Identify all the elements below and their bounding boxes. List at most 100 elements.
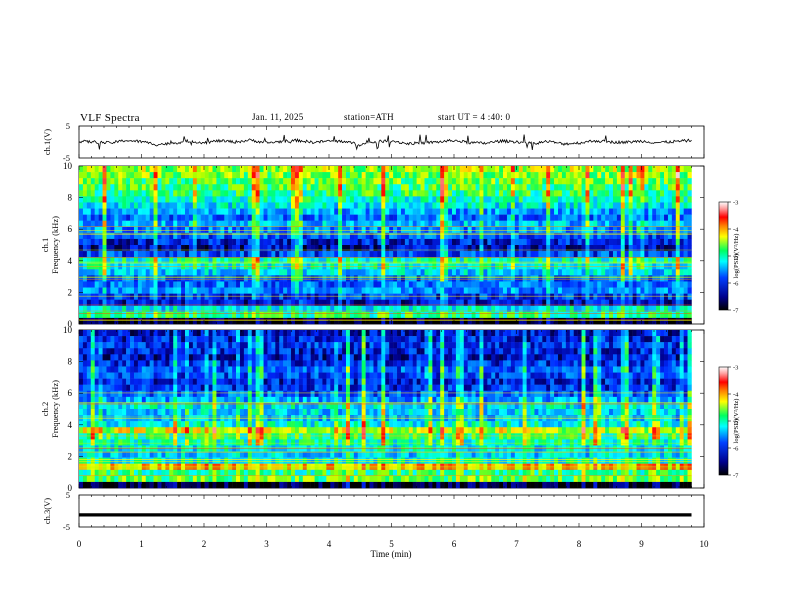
ch1-spectrogram-cell xyxy=(573,257,578,264)
ch1-spectrogram-cell xyxy=(259,311,264,319)
ch2-spectrogram-cell xyxy=(185,354,190,361)
ch1-spectrogram-cell xyxy=(216,166,221,173)
ch1-spectrogram-cell xyxy=(518,196,523,203)
ch1-spectrogram-cell xyxy=(149,178,154,185)
ch1-spectrogram-cell xyxy=(306,305,311,313)
ch1-spectrogram-cell xyxy=(122,311,127,319)
ch1-spectrogram-cell xyxy=(597,269,602,276)
ch1-spectrogram-cell xyxy=(518,190,523,197)
ch1-spectrogram-cell xyxy=(416,299,421,307)
ch1-spectrogram-cell xyxy=(550,251,555,258)
ch1-spectrogram-cell xyxy=(503,208,508,215)
ch1-spectrogram-cell xyxy=(287,257,292,264)
ch1-spectrogram-cell xyxy=(444,311,449,319)
ch1-spectrogram-cell xyxy=(440,299,445,307)
ch1-spectrogram-cell xyxy=(220,317,225,325)
ch2-spectrogram-cell xyxy=(177,336,182,343)
ch1-spectrogram-cell xyxy=(318,238,323,246)
ch2-spectrogram-cell xyxy=(133,481,139,489)
ch1-spectrogram-cell xyxy=(161,299,166,307)
ch1-spectrogram-cell xyxy=(381,166,386,173)
ch1-spectrogram-cell xyxy=(267,166,272,173)
ch1-spectrogram-cell xyxy=(357,275,362,282)
ch2-spectrogram-cell xyxy=(149,421,154,428)
ch1-spectrogram-cell xyxy=(452,293,457,300)
ch1-spectrogram-cell xyxy=(530,190,535,197)
ch1-spectrogram-cell xyxy=(98,214,103,221)
ch1-spectrogram-cell xyxy=(601,281,606,288)
ch2-spectrogram-cell xyxy=(90,390,95,398)
ch1-spectrogram-cell xyxy=(471,184,476,191)
ch1-spectrogram-cell xyxy=(518,226,523,234)
ch1-spectrogram-cell xyxy=(412,275,417,282)
ch1-spectrogram-cell xyxy=(436,287,441,294)
ch1-spectrogram-cell xyxy=(589,251,594,258)
ch1-spectrogram-cell xyxy=(424,281,429,288)
ch1-spectrogram-cell xyxy=(581,305,586,313)
ch1-spectrogram-cell xyxy=(279,311,284,319)
ch1-spectrogram-cell xyxy=(259,305,264,313)
ch1-spectrogram-cell xyxy=(196,299,201,307)
ch1-spectrogram-cell xyxy=(149,257,154,264)
ch1-spectrogram-cell xyxy=(220,275,225,282)
ch1-spectrogram-cell xyxy=(648,226,653,234)
ch1-spectrogram-cell xyxy=(236,238,241,246)
ch1-spectrogram-cell xyxy=(291,232,296,240)
ch1-spectrogram-cell xyxy=(279,238,284,246)
ch1-spectrogram-cell xyxy=(510,184,516,191)
ch1-spectrogram-cell xyxy=(79,257,84,264)
ch2-spectrogram-cell xyxy=(145,396,150,404)
ch1-spectrogram-cell xyxy=(283,214,288,221)
ch2-spectrogram-cell xyxy=(165,372,170,379)
ch1-spectrogram-cell xyxy=(334,293,339,300)
ch1-spectrogram-cell xyxy=(79,220,84,228)
ch1-spectrogram-cell xyxy=(526,226,531,234)
ch1-spectrogram-cell xyxy=(291,305,296,313)
ch1-spectrogram-cell xyxy=(522,184,527,191)
ch1-spectrogram-cell xyxy=(153,172,158,179)
ch2-spectrogram-cell xyxy=(181,415,186,422)
ch1-spectrogram-cell xyxy=(365,202,370,209)
ch2-spectrogram-cell xyxy=(102,366,107,373)
ch1-spectrogram-cell xyxy=(86,202,92,209)
ch1-spectrogram-cell xyxy=(294,172,300,179)
ch1-spectrogram-cell xyxy=(275,251,280,258)
ch1-spectrogram-cell xyxy=(624,311,629,319)
ch1-spectrogram-cell xyxy=(585,232,590,240)
ch1-spectrogram-cell xyxy=(177,293,182,300)
ch1-spectrogram-cell xyxy=(361,305,366,313)
ch1-spectrogram-cell xyxy=(420,287,425,294)
ch1-spectrogram-cell xyxy=(369,202,374,209)
ch1-spectrogram-cell xyxy=(404,293,410,300)
ch1-spectrogram-cell xyxy=(530,251,535,258)
ch1-spectrogram-cell xyxy=(106,257,111,264)
ch1-spectrogram-cell xyxy=(181,202,186,209)
ch1-spectrogram-cell xyxy=(267,232,272,240)
ch1-spectrogram-cell xyxy=(640,166,645,173)
ch1-spectrogram-cell xyxy=(664,220,669,228)
ch1-spectrogram-cell xyxy=(664,293,669,300)
ch1-spectrogram-cell xyxy=(196,317,201,325)
ch1-spectrogram-cell xyxy=(232,172,237,179)
ch1-spectrogram-cell xyxy=(353,311,359,319)
ch1-spectrogram-cell xyxy=(683,232,688,240)
ch1-spectrogram-cell xyxy=(506,172,512,179)
ch1-spectrogram-cell xyxy=(271,190,276,197)
ch1-spectrogram-cell xyxy=(554,232,559,240)
ch2-spectrogram-cell xyxy=(181,457,186,464)
ch1-spectrogram-cell xyxy=(98,238,103,246)
ch1-spectrogram-cell xyxy=(569,178,574,185)
ch1-spectrogram-cell xyxy=(612,226,618,234)
ch1-spectrogram-cell xyxy=(137,305,143,313)
ch1-spectrogram-cell xyxy=(373,287,378,294)
ch1-spectrogram-cell xyxy=(141,166,146,173)
ch1-spectrogram-cell xyxy=(636,166,641,173)
ch1-spectrogram-cell xyxy=(404,299,410,307)
ch1-spectrogram-cell xyxy=(479,269,484,276)
ch1-spectrogram-cell xyxy=(208,317,213,325)
ch1-spectrogram-cell xyxy=(255,208,260,215)
ch1-spectrogram-cell xyxy=(514,166,519,173)
ch2-spectrogram-cell xyxy=(94,439,99,446)
ch1-spectrogram-cell xyxy=(169,172,174,179)
ch2-spectrogram-cell xyxy=(153,457,158,464)
